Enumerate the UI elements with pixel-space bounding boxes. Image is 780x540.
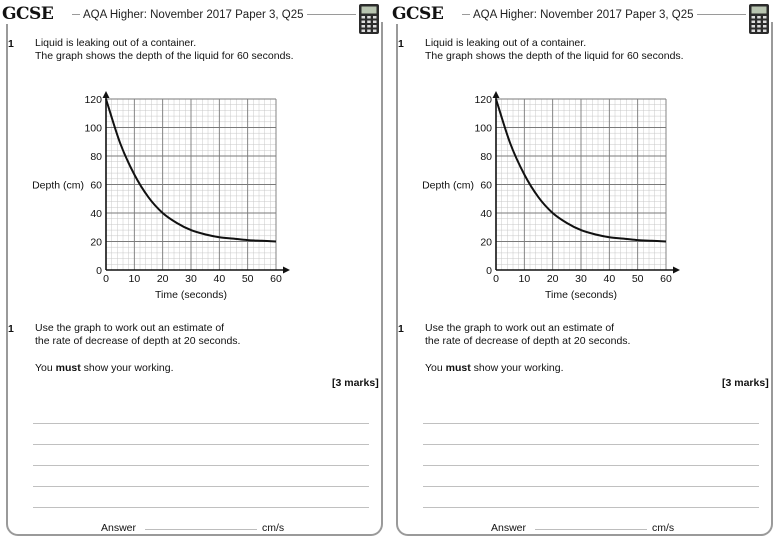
- x-tick-label: 30: [185, 273, 197, 285]
- y-axis-arrow: [102, 91, 110, 98]
- working-line[interactable]: [33, 507, 369, 508]
- question-number: 1: [398, 323, 404, 335]
- y-tick-label: 120: [84, 94, 102, 106]
- working-line[interactable]: [33, 465, 369, 466]
- y-tick-label: 60: [90, 180, 102, 192]
- y-tick-label: 0: [486, 265, 492, 277]
- y-tick-label: 100: [84, 123, 102, 135]
- x-tick-label: 60: [660, 273, 672, 285]
- y-axis-label: Depth (cm): [32, 180, 84, 192]
- x-tick-label: 0: [493, 273, 499, 285]
- y-tick-label: 40: [90, 208, 102, 220]
- question-intro: Liquid is leaking out of a container. Th…: [425, 37, 684, 63]
- intro-line-2: The graph shows the depth of the liquid …: [35, 50, 294, 62]
- calculator-icon: [359, 4, 379, 34]
- working-line[interactable]: [423, 465, 759, 466]
- header-rule: [300, 14, 356, 15]
- depth-curve: [105, 98, 277, 243]
- y-tick-label: 120: [474, 94, 492, 106]
- question-number: 1: [8, 323, 14, 335]
- panel-frame: [6, 22, 383, 536]
- working-line[interactable]: [423, 423, 759, 424]
- header-title: AQA Higher: November 2017 Paper 3, Q25: [470, 9, 697, 21]
- question-number: 1: [8, 38, 14, 50]
- intro-line-2: The graph shows the depth of the liquid …: [425, 50, 684, 62]
- marks-label: [3 marks]: [332, 377, 379, 389]
- working-line[interactable]: [423, 486, 759, 487]
- task-line-2: the rate of decrease of depth at 20 seco…: [425, 335, 631, 347]
- depth-time-graph: 0 10 20 30 40 50 60 0 20 40 60 80 100 120 Time (second…: [422, 91, 680, 301]
- x-tick-label: 50: [242, 273, 254, 285]
- x-tick-label: 50: [632, 273, 644, 285]
- x-tick-label: 40: [213, 273, 225, 285]
- y-tick-label: 60: [480, 180, 492, 192]
- x-tick-label: 20: [547, 273, 559, 285]
- emphasis-must: must: [55, 362, 81, 374]
- answer-unit: cm/s: [652, 522, 675, 534]
- working-instruction: You must show your working.: [35, 362, 174, 374]
- panel-frame: [396, 22, 773, 536]
- y-tick-label: 80: [480, 151, 492, 163]
- x-axis-label: Time (seconds): [545, 289, 617, 301]
- marks-label: [3 marks]: [722, 377, 769, 389]
- x-tick-label: 60: [270, 273, 282, 285]
- y-tick-label: 20: [480, 237, 492, 249]
- task-line-1: Use the graph to work out an estimate of: [35, 322, 225, 334]
- y-tick-label: 100: [474, 123, 492, 135]
- working-instruction: You must show your working.: [425, 362, 564, 374]
- working-line[interactable]: [423, 444, 759, 445]
- answer-label: Answer: [491, 522, 527, 534]
- y-tick-label: 20: [90, 237, 102, 249]
- emphasis-must: must: [445, 362, 471, 374]
- depth-curve: [495, 98, 667, 243]
- working-line[interactable]: [33, 486, 369, 487]
- working-line[interactable]: [423, 507, 759, 508]
- working-line[interactable]: [33, 423, 369, 424]
- depth-time-graph: 0 10 20 30 40 50 60 0 20 40 60 80 100 120 Time (second…: [32, 91, 290, 301]
- x-tick-label: 40: [603, 273, 615, 285]
- x-tick-label: 10: [128, 273, 140, 285]
- header-rule: [72, 14, 82, 15]
- header-rule: [462, 14, 472, 15]
- y-axis-label: Depth (cm): [422, 180, 474, 192]
- answer-input-line[interactable]: [535, 529, 647, 530]
- answer-unit: cm/s: [262, 522, 285, 534]
- x-axis-arrow: [673, 266, 680, 274]
- header-rule: [690, 14, 746, 15]
- calculator-icon: [749, 4, 769, 34]
- question-task: Use the graph to work out an estimate of…: [425, 322, 630, 348]
- x-tick-label: 20: [157, 273, 169, 285]
- intro-line-1: Liquid is leaking out of a container.: [425, 37, 587, 49]
- working-line[interactable]: [33, 444, 369, 445]
- x-tick-label: 30: [575, 273, 587, 285]
- x-axis-arrow: [283, 266, 290, 274]
- gcse-logo: GCSE: [2, 4, 57, 24]
- y-axis-arrow: [492, 91, 500, 98]
- intro-line-1: Liquid is leaking out of a container.: [35, 37, 197, 49]
- header-title: AQA Higher: November 2017 Paper 3, Q25: [80, 9, 307, 21]
- answer-input-line[interactable]: [145, 529, 257, 530]
- x-tick-label: 0: [103, 273, 109, 285]
- task-line-2: the rate of decrease of depth at 20 seco…: [35, 335, 241, 347]
- question-task: Use the graph to work out an estimate of…: [35, 322, 240, 348]
- gcse-logo: GCSE: [392, 4, 447, 24]
- x-tick-label: 10: [518, 273, 530, 285]
- y-tick-label: 40: [480, 208, 492, 220]
- x-axis-label: Time (seconds): [155, 289, 227, 301]
- worksheet-panel-left: GCSE AQA Higher: November 2017 Paper 3, …: [2, 4, 383, 536]
- y-tick-label: 0: [96, 265, 102, 277]
- worksheet-panel-right: GCSE AQA Higher: November 2017 Paper 3, …: [390, 0, 780, 540]
- task-line-1: Use the graph to work out an estimate of: [425, 322, 615, 334]
- question-number: 1: [398, 38, 404, 50]
- y-tick-label: 80: [90, 151, 102, 163]
- question-intro: Liquid is leaking out of a container. Th…: [35, 37, 294, 63]
- answer-label: Answer: [101, 522, 137, 534]
